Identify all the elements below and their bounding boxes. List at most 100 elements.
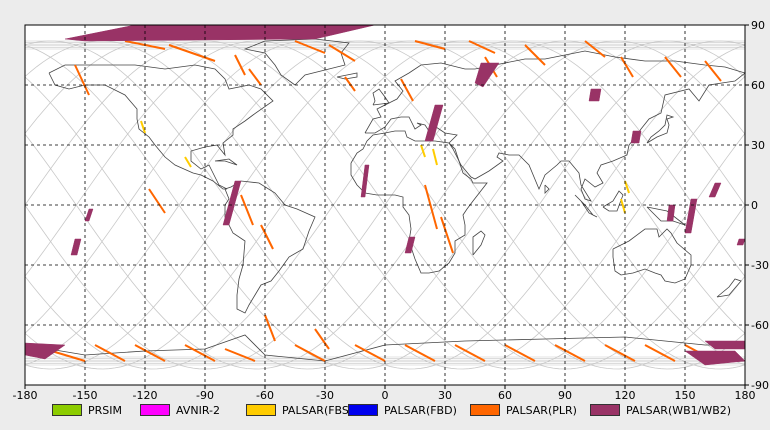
scene-palsar-plr: [184, 344, 216, 362]
scene-palsar-wb: [70, 238, 82, 256]
legend-item-prsim: PRSIM: [52, 402, 122, 418]
coastline: [372, 88, 390, 106]
legend-label: AVNIR-2: [176, 403, 220, 417]
scene-palsar-plr: [314, 328, 330, 350]
x-tick-label: 150: [675, 389, 696, 400]
coastline: [646, 114, 675, 144]
scene-palsar-fbs: [140, 120, 146, 134]
scene-palsar-plr: [224, 348, 256, 362]
y-tick-label: -60: [751, 319, 769, 332]
graticule: [25, 25, 745, 385]
scene-palsar-wb: [84, 208, 94, 222]
scene-palsar-wb: [404, 236, 416, 254]
scene-palsar-plr: [454, 344, 486, 362]
legend-label: PALSAR(FBS): [282, 403, 354, 417]
legend-label: PALSAR(PLR): [506, 403, 577, 417]
legend-swatch: [140, 404, 170, 416]
x-tick-label: 30: [438, 389, 452, 400]
scene-palsar-plr: [400, 78, 414, 102]
scene-palsar-plr: [248, 68, 262, 86]
scene-palsar-plr: [584, 40, 606, 58]
x-tick-label: -150: [73, 389, 98, 400]
x-tick-label: -60: [256, 389, 274, 400]
x-tick-label: -90: [196, 389, 214, 400]
scene-palsar-plr: [468, 40, 496, 54]
scene-palsar-plr: [328, 44, 356, 62]
legend-label: PRSIM: [88, 403, 122, 417]
legend-swatch: [590, 404, 620, 416]
scene-palsar-wb: [474, 62, 500, 88]
scene-palsar-fbs: [624, 180, 630, 194]
axis-labels: -180 -150 -120 -90 -60 -30 0 30 60 90 120 150 180 90 6…: [13, 19, 769, 400]
scene-palsar-plr: [240, 194, 254, 226]
x-tick-label: 120: [615, 389, 636, 400]
x-tick-label: -120: [133, 389, 158, 400]
legend-swatch: [52, 404, 82, 416]
coastline: [472, 230, 486, 256]
legend-swatch: [246, 404, 276, 416]
legend-label: PALSAR(WB1/WB2): [626, 403, 732, 417]
scene-palsar-wb: [736, 238, 746, 246]
scene-palsar-plr: [264, 314, 276, 342]
scene-palsar-wb: [630, 130, 642, 144]
coastline: [214, 158, 238, 166]
scene-palsar-fbs: [620, 198, 626, 214]
coastline: [544, 184, 550, 194]
coastline: [646, 206, 686, 226]
scene-palsar-plr: [414, 40, 446, 50]
x-tick-label: 0: [382, 389, 389, 400]
scene-palsar-plr: [424, 184, 438, 230]
scene-palsar-plr: [620, 56, 634, 78]
scene-palsar-fbs: [420, 144, 426, 158]
y-tick-label: -30: [751, 259, 769, 272]
y-tick-label: -90: [751, 379, 769, 392]
scene-palsar-plr: [294, 40, 326, 54]
coastline: [48, 64, 274, 190]
scene-palsar-plr: [74, 64, 90, 96]
scene-palsar-wb: [222, 180, 242, 226]
scene-palsar-plr: [604, 344, 636, 362]
legend: PRSIM AVNIR-2 PALSAR(FBS) PALSAR(FBD) PA…: [0, 400, 770, 422]
scene-palsar-plr: [704, 60, 722, 82]
legend-label: PALSAR(FBD): [384, 403, 457, 417]
scene-palsar-plr: [294, 344, 326, 362]
y-tick-label: 0: [751, 199, 758, 212]
legend-item-palsar-fbs: PALSAR(FBS): [246, 402, 353, 418]
scene-footprints: [24, 24, 746, 366]
scene-palsar-plr: [554, 344, 586, 362]
scene-palsar-fbs: [432, 148, 438, 166]
scene-palsar-plr: [260, 224, 274, 250]
scene-palsar-plr: [344, 76, 356, 92]
scene-palsar-plr: [168, 44, 216, 62]
y-tick-label: 30: [751, 139, 765, 152]
scene-palsar-plr: [524, 44, 546, 66]
coastline: [716, 278, 742, 298]
x-tick-label: -180: [13, 389, 38, 400]
scene-palsar-plr: [644, 344, 676, 362]
scene-palsar-plr: [664, 56, 682, 78]
scene-palsar-wb: [588, 88, 602, 102]
y-tick-label: 60: [751, 79, 765, 92]
scene-palsar-wb: [424, 104, 444, 142]
legend-swatch: [470, 404, 500, 416]
legend-item-avnir2: AVNIR-2: [140, 402, 220, 418]
scene-palsar-wb: [64, 24, 376, 42]
coastline: [336, 72, 358, 80]
coastline: [224, 180, 316, 314]
scene-palsar-plr: [94, 344, 126, 362]
scene-palsar-fbs: [184, 156, 192, 168]
scene-palsar-wb: [708, 182, 722, 198]
x-tick-label: 90: [558, 389, 572, 400]
x-tick-label: -30: [316, 389, 334, 400]
scene-palsar-plr: [404, 344, 436, 362]
scene-palsar-wb: [360, 164, 370, 198]
legend-item-palsar-wb: PALSAR(WB1/WB2): [590, 402, 731, 418]
legend-swatch: [348, 404, 378, 416]
x-tick-label: 180: [735, 389, 756, 400]
coastline: [602, 190, 624, 212]
scene-palsar-plr: [234, 54, 246, 76]
world-map: -180 -150 -120 -90 -60 -30 0 30 60 90 120 150 180 90 6…: [13, 19, 769, 400]
legend-item-palsar-plr: PALSAR(PLR): [470, 402, 577, 418]
y-tick-label: 90: [751, 19, 765, 32]
x-tick-label: 60: [498, 389, 512, 400]
